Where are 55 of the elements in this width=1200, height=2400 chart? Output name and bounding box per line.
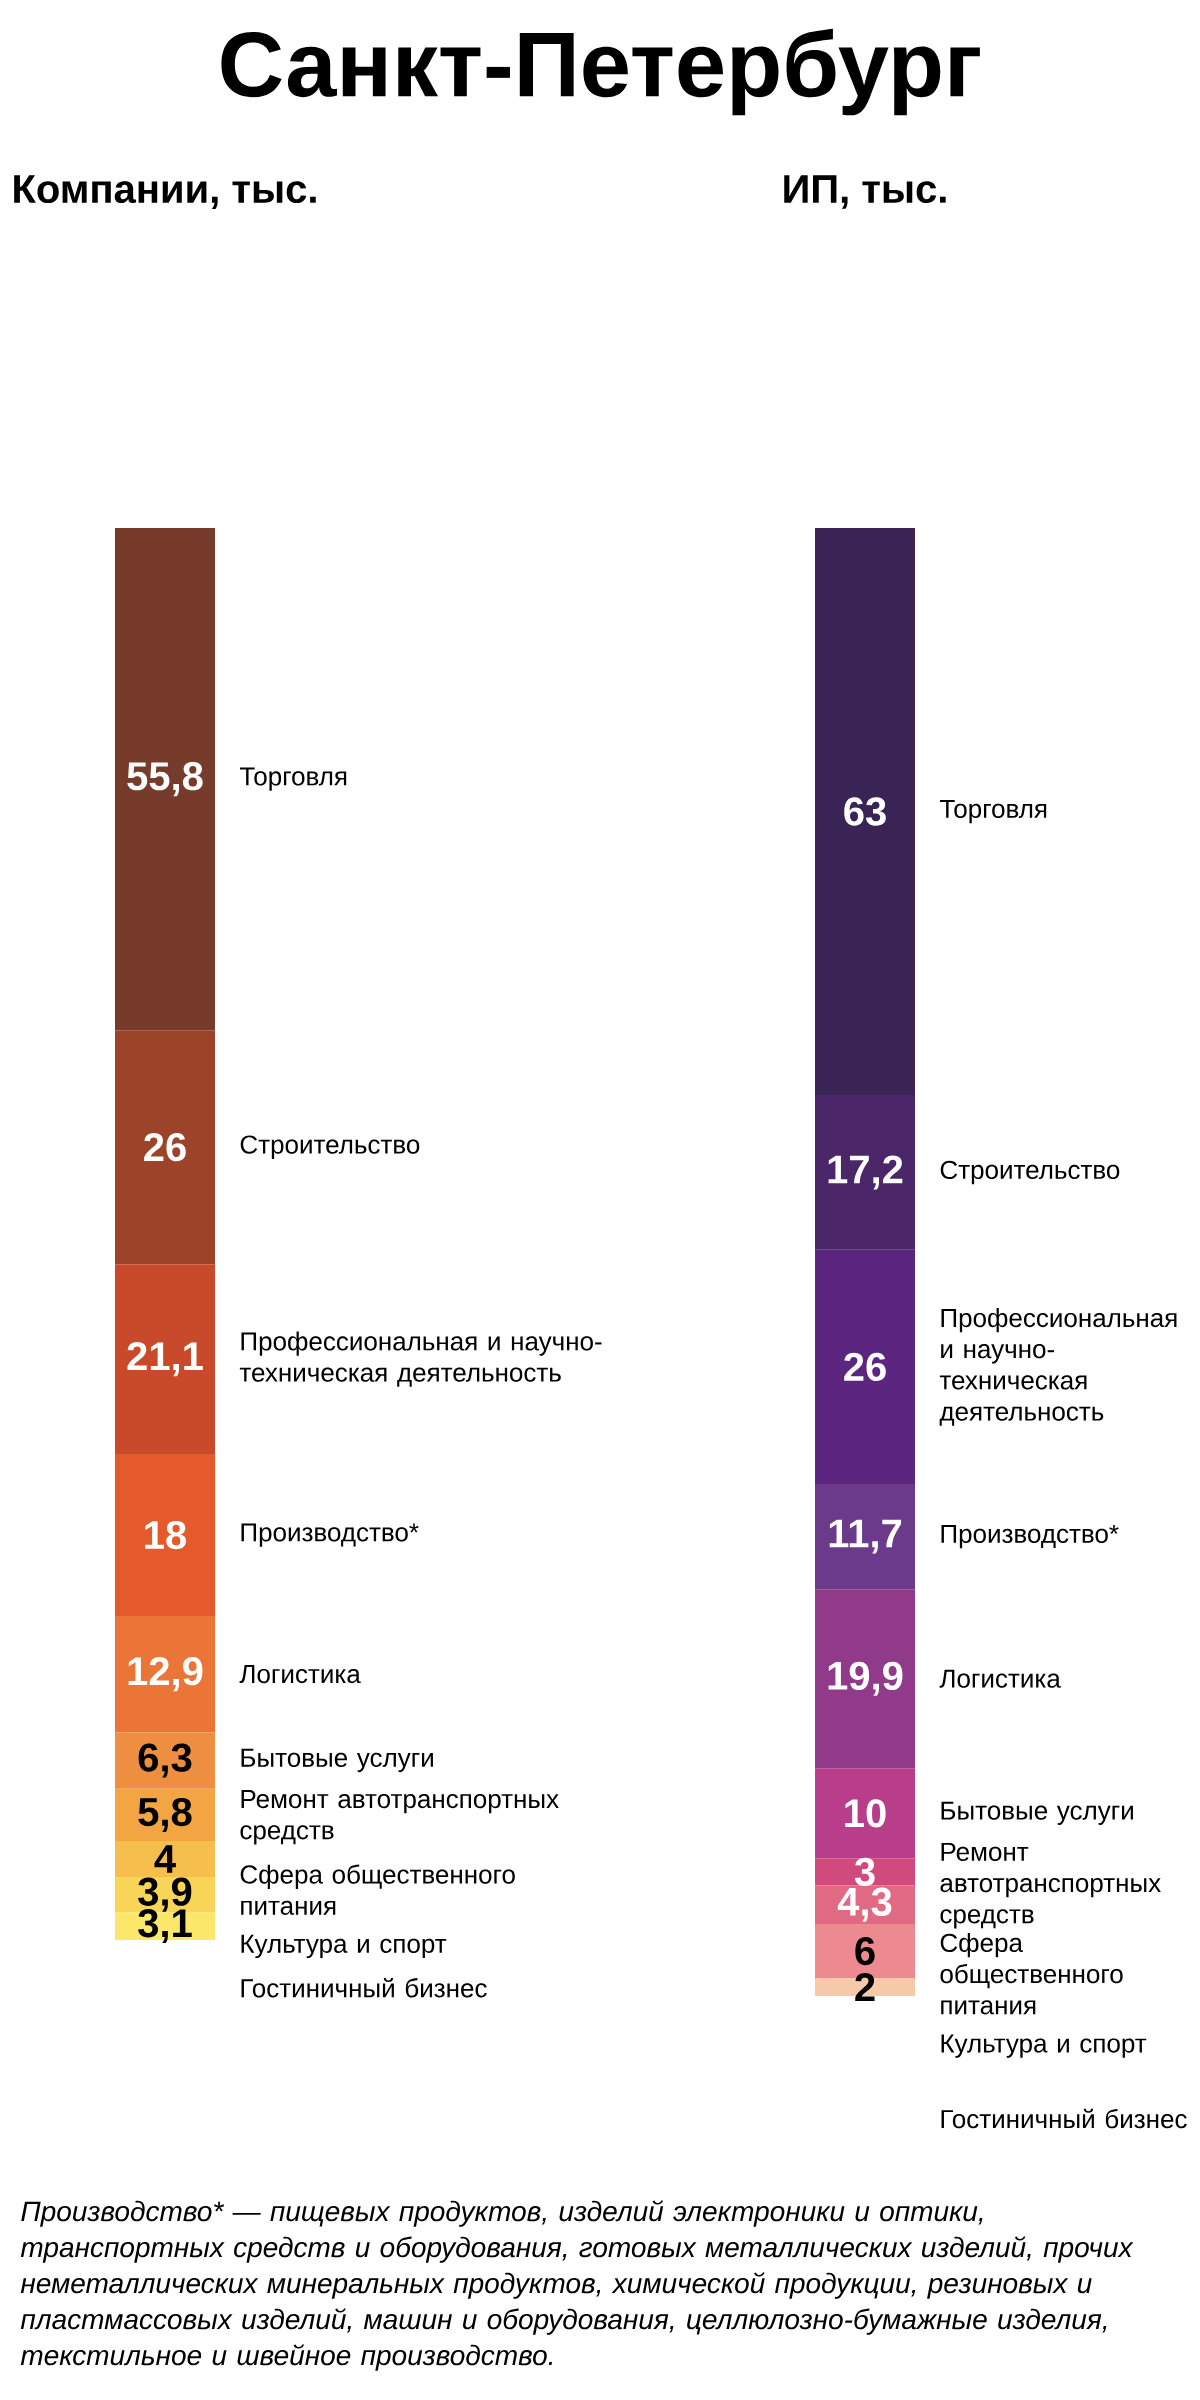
data-label: 26 bbox=[144, 1133, 186, 1162]
bar bbox=[815, 1589, 916, 1769]
data-label: 6,3 bbox=[138, 1743, 192, 1778]
series-label: Ремонт автотранспортных средств bbox=[240, 1790, 559, 1845]
bar bbox=[815, 1858, 916, 1886]
bar bbox=[115, 1454, 216, 1617]
data-label: 21,1 bbox=[127, 1342, 203, 1377]
chart-subtitle: Компании, тыс. bbox=[14, 175, 316, 209]
data-label: 4 bbox=[154, 1845, 176, 1873]
bar bbox=[815, 1249, 916, 1484]
text: Санкт-Петербург bbox=[221, 28, 980, 116]
data-label: 18 bbox=[145, 1520, 187, 1550]
series-label: Культура и спорт bbox=[241, 1934, 447, 1959]
series-label: Гостиничный бизнес bbox=[241, 1977, 487, 1998]
series-label: Производство* bbox=[241, 1523, 419, 1547]
data-label: 3 bbox=[854, 1857, 875, 1886]
bar bbox=[815, 1768, 916, 1859]
data-label: 6 bbox=[855, 1936, 875, 1966]
data-label: 12,9 bbox=[128, 1657, 203, 1692]
series-label: Торговля bbox=[940, 799, 1047, 824]
data-label: 19,9 bbox=[828, 1661, 903, 1696]
chart-subtitle: ИП, тыс. bbox=[784, 175, 946, 209]
series-label: Бытовые услуги bbox=[941, 1801, 1133, 1825]
bar bbox=[815, 1483, 916, 1590]
data-label: 17,2 bbox=[828, 1155, 903, 1190]
data-label: 10 bbox=[845, 1799, 886, 1828]
series-label: Торговля bbox=[240, 767, 347, 791]
series-label: Строительство bbox=[940, 1160, 1120, 1185]
series-label: Бытовые услуги bbox=[241, 1748, 433, 1773]
data-label: 4,3 bbox=[837, 1887, 892, 1922]
bar bbox=[115, 1841, 216, 1878]
series-label: Сфера общественного питания bbox=[240, 1864, 515, 1915]
data-label: 63 bbox=[844, 797, 886, 826]
series-label: Сфера общественного питания bbox=[940, 1932, 1123, 2015]
series-label: Логистика bbox=[239, 1665, 361, 1684]
bar bbox=[815, 1095, 916, 1250]
series-label: Профессиональная и научно-техническая деятельность bbox=[939, 1308, 1177, 1426]
series-label: Профессиональная и научно-техническая деятельность bbox=[239, 1331, 602, 1387]
series-label: Строительство bbox=[240, 1135, 420, 1159]
bar bbox=[815, 528, 916, 1096]
series-label: Логистика bbox=[939, 1669, 1061, 1688]
bar bbox=[115, 1264, 216, 1455]
bar bbox=[115, 528, 216, 1031]
text: Культура и спорт bbox=[941, 2034, 1147, 2058]
data-label: 11,7 bbox=[829, 1519, 902, 1554]
data-label: 55,8 bbox=[127, 762, 203, 797]
bar bbox=[115, 1616, 216, 1733]
series-label: Производство* bbox=[941, 1524, 1119, 1549]
text: Производство* — пищевых продуктов, изделий электроники и оптики, транспортных средств и оборудования, готовых металлических изделий, прочих неметаллических минеральных продуктов, химической продукции, резиновых и пластмассовых изделий, машин и оборудования, целлюлозно-бумажные изделия, текстильное и швейное производство. bbox=[20, 2200, 1134, 2371]
data-label: 5,8 bbox=[138, 1797, 192, 1832]
text: Гостиничный бизнес bbox=[941, 2108, 1187, 2129]
bar bbox=[115, 1030, 216, 1265]
data-label: 2 bbox=[855, 1973, 875, 2001]
data-label: 26 bbox=[844, 1352, 886, 1382]
series-label: Ремонт автотранспортных средств bbox=[940, 1842, 1161, 1929]
